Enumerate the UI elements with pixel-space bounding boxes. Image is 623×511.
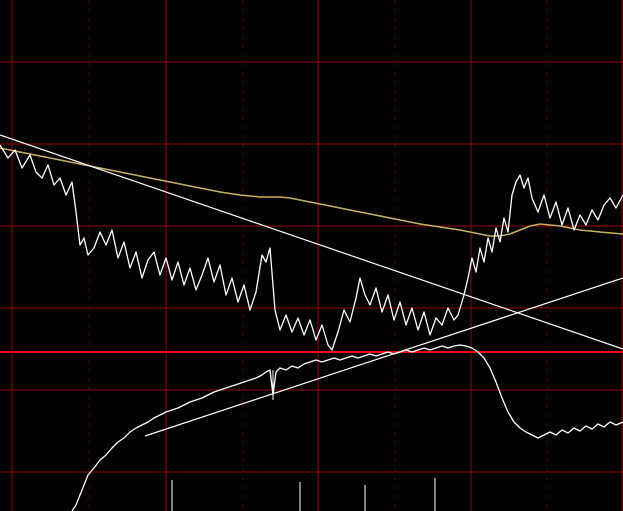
price-chart <box>0 0 623 511</box>
chart-canvas <box>0 0 623 511</box>
